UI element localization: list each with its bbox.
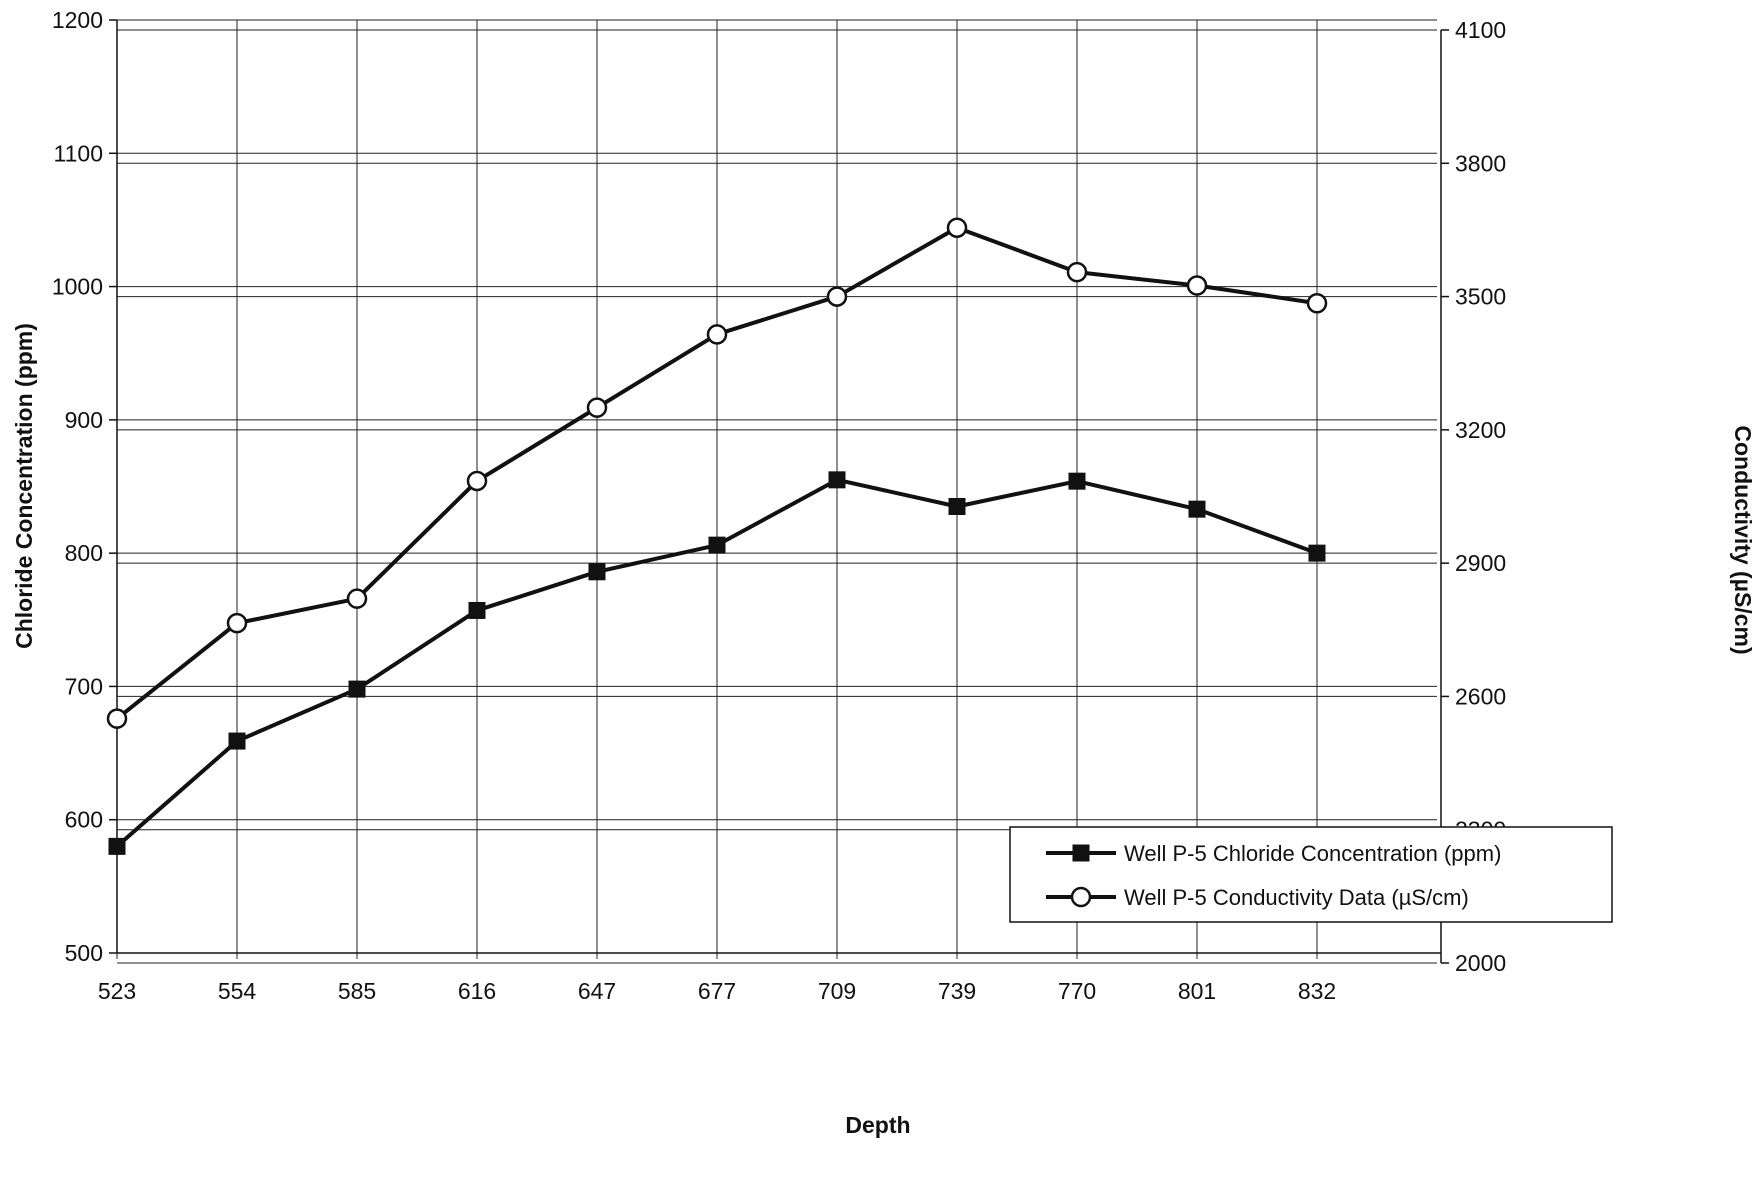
x-tick-label: 832 (1298, 978, 1336, 1004)
legend-item: Well P-5 Chloride Concentration (ppm) (1046, 841, 1501, 866)
data-point-square (828, 471, 846, 489)
y-tick-label-right: 2600 (1455, 683, 1506, 709)
x-tick-label: 709 (818, 978, 856, 1004)
series-conductivity (106, 217, 1328, 729)
series (106, 217, 1328, 855)
y-tick-label-left: 500 (65, 940, 103, 966)
y-tick-label-right: 3800 (1455, 150, 1506, 176)
y-tick-label-right: 4100 (1455, 17, 1506, 43)
legend-item: Well P-5 Conductivity Data (µS/cm) (1046, 885, 1469, 910)
data-point-square (108, 837, 126, 855)
data-point-square (468, 601, 486, 619)
y-tick-label-left: 1200 (52, 7, 103, 33)
legend-swatch-marker (1070, 886, 1092, 908)
data-point-square (708, 536, 726, 554)
y-tick-label-left: 800 (65, 540, 103, 566)
data-point-circle (706, 324, 728, 345)
series-chloride (108, 471, 1326, 855)
y-tick-label-left: 700 (65, 673, 103, 699)
y-axis-title-right: Conductivity (µS/cm) (1730, 425, 1756, 654)
data-point-circle (1066, 261, 1088, 283)
data-point-circle (1306, 292, 1328, 314)
x-tick-label: 523 (98, 978, 136, 1004)
y-tick-label-left: 1100 (54, 140, 103, 166)
x-tick-label: 677 (698, 978, 736, 1004)
y-tick-label-left: 600 (65, 807, 103, 833)
data-point-circle (826, 286, 848, 307)
data-point-circle (946, 217, 968, 238)
y-tick-label-right: 3200 (1455, 417, 1506, 443)
x-tick-label: 770 (1058, 978, 1096, 1004)
y-tick-label-right: 2900 (1455, 550, 1506, 576)
data-point-circle (586, 397, 608, 418)
data-point-circle (1186, 275, 1208, 296)
axes: 5006007008009001000110012002000230026002… (52, 7, 1506, 1004)
data-point-square (228, 732, 246, 750)
y-axis-title-left: Chloride Concentration (ppm) (11, 323, 37, 649)
x-tick-label: 739 (938, 978, 976, 1004)
data-point-square (588, 563, 606, 581)
legend-items: Well P-5 Chloride Concentration (ppm) Wel… (1046, 841, 1501, 910)
y-tick-label-left: 1000 (52, 274, 103, 300)
x-tick-label: 616 (458, 978, 496, 1004)
y-tick-label-right: 3500 (1455, 284, 1506, 310)
x-tick-label: 554 (218, 978, 257, 1004)
data-point-square (948, 497, 966, 515)
data-point-circle (226, 612, 248, 634)
legend-label: Well P-5 Chloride Concentration (ppm) (1124, 841, 1501, 866)
legend-label: Well P-5 Conductivity Data (µS/cm) (1124, 885, 1469, 910)
x-tick-label: 647 (578, 978, 616, 1004)
data-point-square (1308, 544, 1326, 562)
x-tick-label: 585 (338, 978, 376, 1004)
data-point-square (1188, 500, 1206, 518)
x-axis-title: Depth (845, 1112, 910, 1138)
data-point-square (1068, 472, 1086, 490)
y-tick-label-left: 900 (65, 407, 103, 433)
y-tick-label-right: 2000 (1455, 950, 1506, 976)
grid-lines (116, 19, 1437, 964)
data-point-circle (466, 470, 488, 492)
legend-box (1009, 826, 1613, 923)
legend-swatch-marker (1072, 844, 1090, 862)
data-point-circle (106, 708, 128, 729)
data-point-square (348, 680, 366, 698)
x-tick-label: 801 (1178, 978, 1216, 1004)
data-point-circle (346, 588, 368, 609)
legend: Well P-5 Chloride Concentration (ppm) Wel… (1009, 826, 1613, 923)
